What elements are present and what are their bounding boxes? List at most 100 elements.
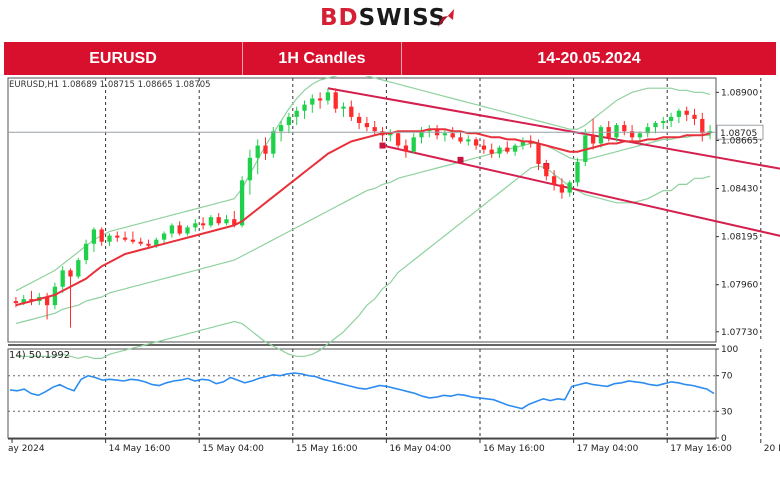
candle-body [505, 147, 510, 152]
x-tick-label: 17 May 16:00 [670, 444, 732, 454]
candle-body [497, 147, 502, 154]
rsi-tick-label: 0 [721, 434, 727, 444]
candle [349, 100, 354, 121]
candle-body [68, 270, 73, 277]
candle-body [232, 219, 237, 226]
bollinger-lower-line [15, 165, 711, 360]
main-pane-frame [7, 77, 717, 343]
candle-body [193, 223, 198, 228]
candle [668, 112, 674, 128]
candle [692, 108, 697, 126]
candle [700, 112, 705, 142]
candle [208, 215, 214, 228]
candle-body [559, 184, 565, 193]
candle [333, 88, 338, 113]
brand-name-part1: BD [320, 5, 359, 31]
header-divider [242, 42, 243, 75]
y-tick-label: 1.08900 [721, 88, 758, 98]
rsi-info-line: 14) 50.1992 [9, 350, 70, 361]
candle-body [224, 219, 229, 224]
channel-lower-line [382, 144, 780, 237]
candle [278, 120, 284, 142]
candle [239, 176, 245, 228]
chart-info-line: EURUSD,H1 1.08689 1.08715 1.08665 1.0870… [9, 80, 211, 90]
candle [661, 116, 666, 130]
candle-body [544, 163, 549, 177]
candle [83, 239, 89, 265]
candle-body [294, 110, 299, 117]
candle-body [622, 125, 627, 132]
price-chart: 1.08705 1.08900 1.08665 1.08430 1.08195 1.07… [7, 76, 780, 454]
x-tick-label: 16 May 04:00 [389, 444, 451, 454]
candle [458, 131, 463, 144]
candle-body [364, 123, 370, 128]
candle [200, 217, 206, 230]
candle-body [692, 114, 697, 119]
candle-body [676, 110, 682, 117]
brand-arrow-icon [438, 9, 454, 27]
candle [567, 180, 572, 197]
candle-body [466, 139, 471, 142]
candle-body [91, 229, 97, 244]
candle-body [637, 133, 643, 138]
brand-logo: BDSWISS [0, 0, 780, 38]
candle [590, 118, 596, 150]
moving-average-line [15, 128, 711, 307]
candle [130, 231, 136, 244]
candle-body [76, 260, 81, 277]
candle [473, 137, 479, 150]
rsi-line [9, 372, 715, 410]
candle [99, 227, 104, 246]
candle-body [629, 131, 635, 138]
candle-body [21, 299, 26, 304]
candle [107, 233, 112, 246]
candle [489, 143, 494, 158]
candle [115, 231, 120, 242]
candle [403, 139, 409, 158]
rsi-tick-label: 100 [721, 345, 738, 355]
candle-body [52, 286, 58, 306]
candle [91, 227, 97, 252]
candle [29, 290, 34, 306]
candle [185, 225, 190, 236]
x-tick-label: 16 May 16:00 [483, 444, 545, 454]
candle-body [442, 133, 448, 136]
candle [520, 137, 526, 150]
bollinger-upper-line [15, 76, 711, 292]
candle-body [653, 123, 658, 128]
candle [302, 100, 307, 119]
candle [310, 94, 315, 113]
candle-body [411, 137, 416, 152]
candle-body [528, 141, 533, 144]
header-timeframe: 1H Candles [278, 50, 366, 67]
candle-body [551, 176, 557, 185]
candle [629, 125, 635, 142]
header-symbol: EURUSD [89, 50, 157, 67]
candle [497, 145, 502, 158]
candle-body [29, 299, 34, 302]
candle-body [154, 239, 159, 246]
x-tick-label: 15 May 04:00 [202, 444, 264, 454]
candle [645, 123, 650, 138]
candle [442, 129, 448, 142]
candle-body [598, 127, 604, 144]
candle-body [567, 182, 572, 193]
candle-body [341, 106, 346, 109]
candle-body [122, 237, 128, 240]
chart-header-bar: EURUSD 1H Candles 14-20.05.2024 [4, 42, 776, 75]
candle [286, 112, 292, 134]
candle [481, 139, 487, 154]
candle [372, 120, 377, 136]
candle-body [271, 131, 276, 154]
candle-body [60, 270, 65, 287]
candle-body [450, 133, 455, 138]
rsi-pane-frame [7, 348, 717, 439]
candle [161, 231, 167, 244]
candle [551, 170, 557, 191]
candle [559, 178, 565, 199]
candle-body [185, 227, 190, 234]
candle [271, 127, 276, 158]
x-tick-label: 17 May 04:00 [577, 444, 639, 454]
header-date-range: 14-20.05.2024 [537, 50, 641, 67]
candle [575, 157, 580, 187]
